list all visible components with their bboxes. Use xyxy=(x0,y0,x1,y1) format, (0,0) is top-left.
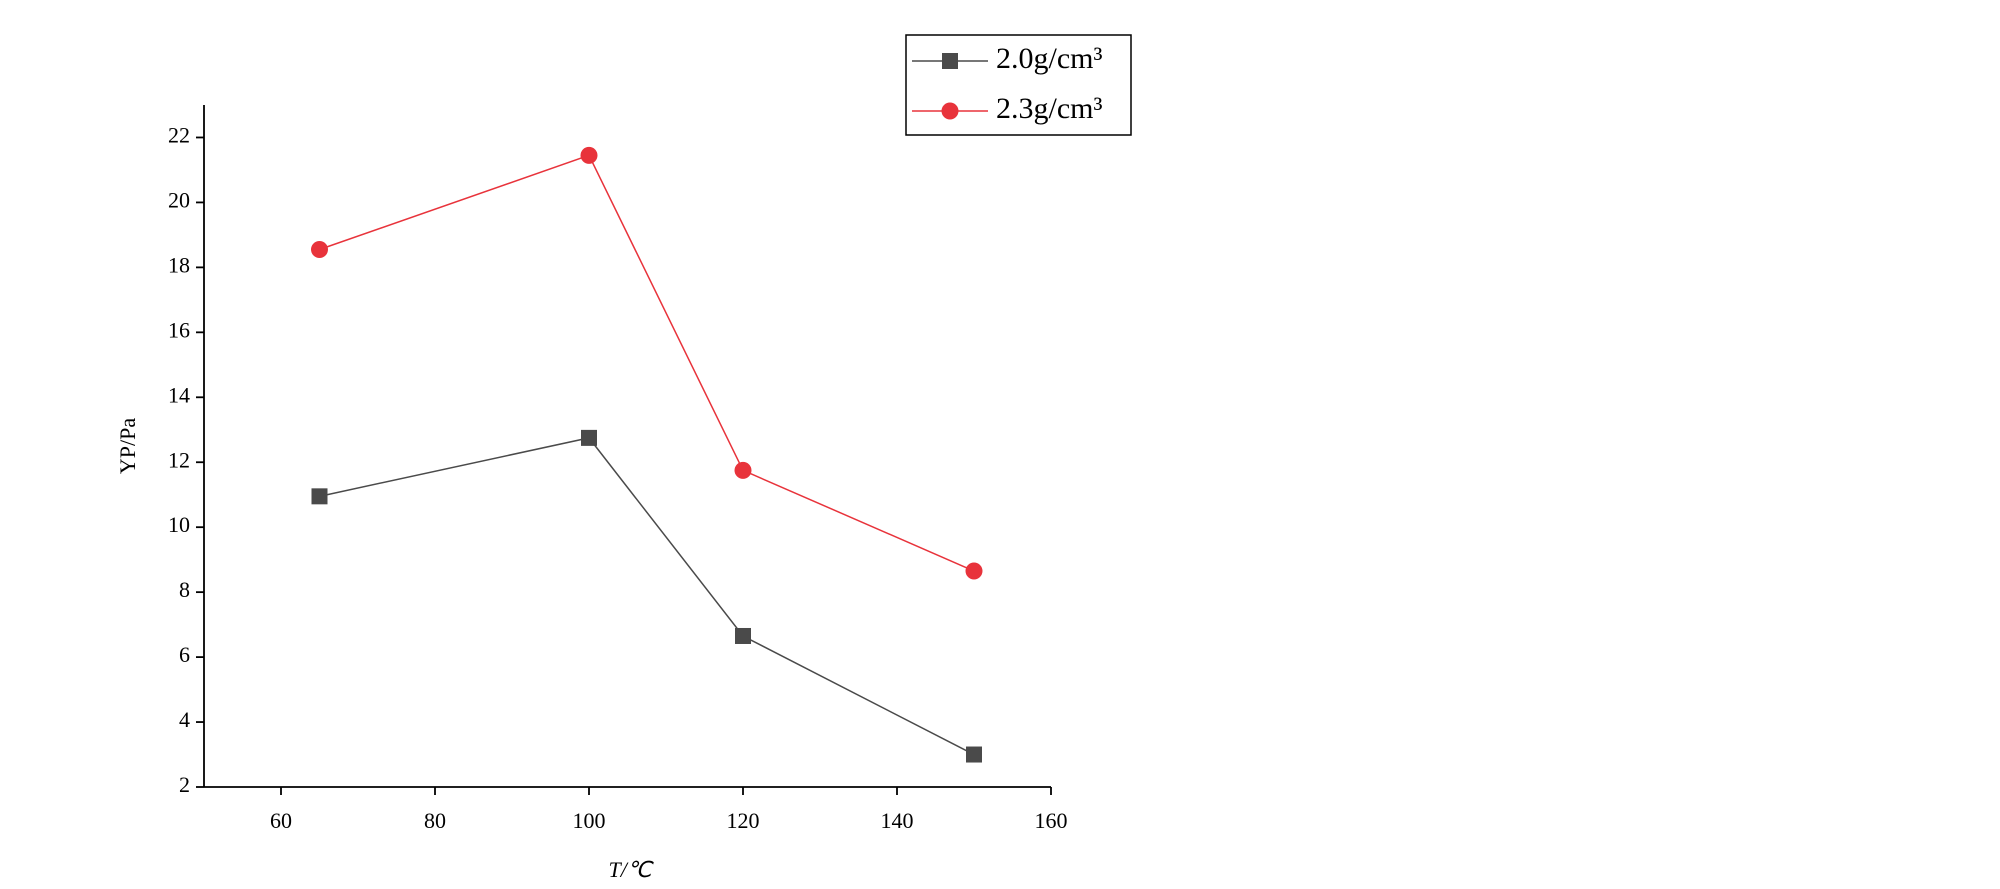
series-line xyxy=(319,437,975,756)
marker xyxy=(735,627,751,644)
y-tick-label: 14 xyxy=(168,382,190,407)
marker xyxy=(734,461,752,479)
y-tick-label: 12 xyxy=(168,447,190,472)
marker xyxy=(966,746,982,763)
legend-marker xyxy=(941,102,959,120)
marker xyxy=(581,429,597,446)
y-tick-label: 20 xyxy=(168,187,190,212)
marker xyxy=(311,488,328,505)
y-tick-label: 16 xyxy=(168,317,190,342)
y-tick-label: 22 xyxy=(168,123,190,148)
x-axis-label: T/℃ xyxy=(608,857,653,882)
x-tick-label: 160 xyxy=(1035,808,1068,833)
series-line xyxy=(319,154,975,572)
legend-box xyxy=(905,34,1132,136)
y-tick-label: 8 xyxy=(179,577,190,602)
x-tick-label: 100 xyxy=(573,808,606,833)
y-tick-label: 18 xyxy=(168,252,190,277)
x-tick-label: 60 xyxy=(270,808,292,833)
y-tick-label: 10 xyxy=(168,512,190,537)
legend-label: 2.3g/cm³ xyxy=(996,92,1102,125)
legend: 2.0g/cm³ 2.3g/cm³ xyxy=(905,34,1132,136)
marker xyxy=(965,562,983,580)
legend-label: 2.0g/cm³ xyxy=(996,42,1102,75)
marker xyxy=(580,146,598,164)
y-tick-label: 4 xyxy=(179,707,190,732)
x-tick-label: 80 xyxy=(424,808,446,833)
x-tick-label: 140 xyxy=(881,808,914,833)
marker xyxy=(311,241,328,259)
x-tick-label: 120 xyxy=(727,808,760,833)
y-tick-label: 6 xyxy=(179,642,190,667)
legend-marker xyxy=(942,53,958,69)
y-axis-label: YP/Pa xyxy=(115,418,140,474)
y-tick-label: 2 xyxy=(179,772,190,797)
